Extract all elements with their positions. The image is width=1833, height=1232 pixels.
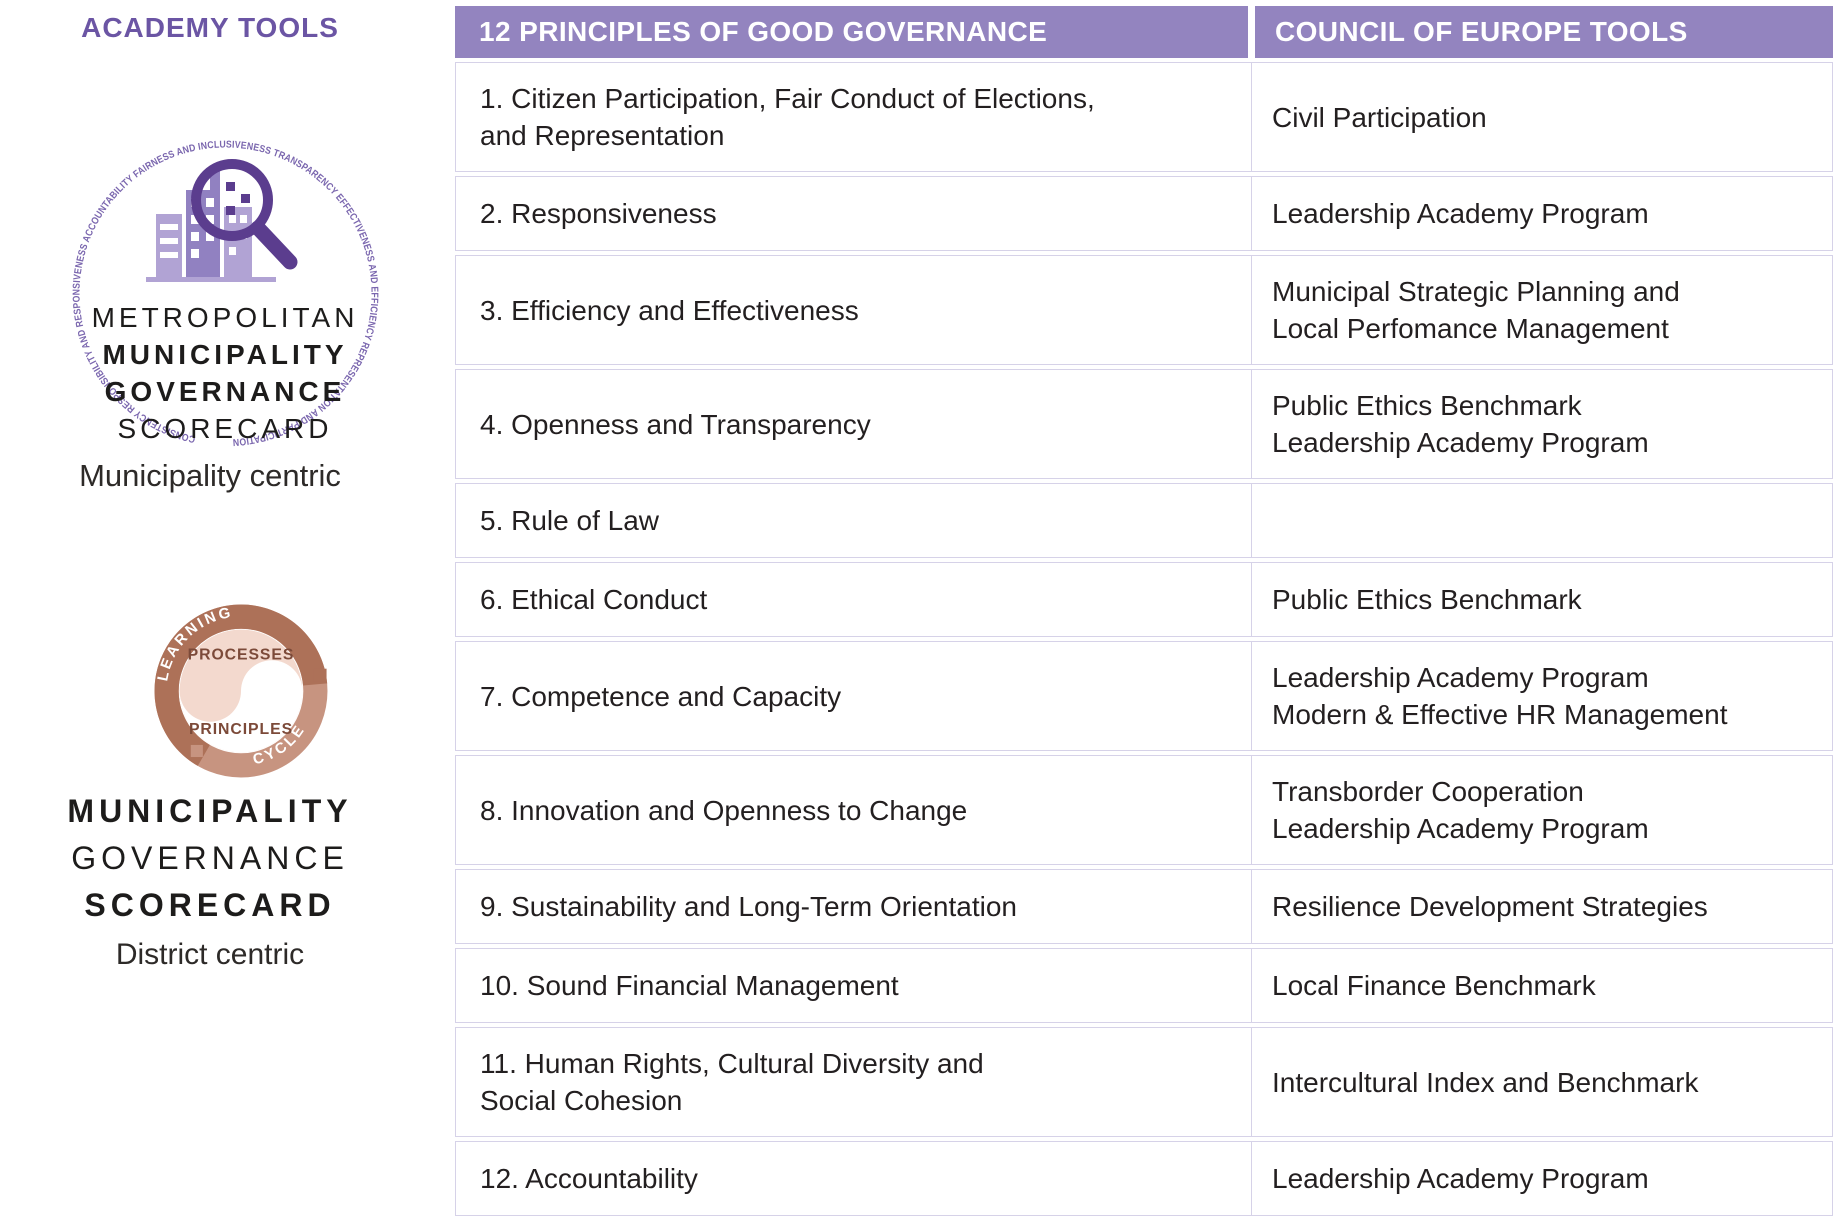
- principle-cell: 12. Accountability: [456, 1142, 1252, 1215]
- principle-cell: 11. Human Rights, Cultural Diversity and…: [456, 1028, 1252, 1136]
- wordmark-line: SCORECARD: [84, 887, 336, 923]
- tool-item: Intercultural Index and Benchmark: [1272, 1066, 1699, 1098]
- table-header-row: 12 PRINCIPLES OF GOOD GOVERNANCE COUNCIL…: [455, 6, 1833, 58]
- principle-cell: 6. Ethical Conduct: [456, 563, 1252, 636]
- header-coe-tools: COUNCIL OF EUROPE TOOLS: [1255, 6, 1833, 58]
- principle-text: 12. Accountability: [480, 1163, 698, 1194]
- magnifier-buildings-icon: [146, 159, 298, 282]
- principle-cell: 2. Responsiveness: [456, 177, 1252, 250]
- principle-cell: 5. Rule of Law: [456, 484, 1252, 557]
- table-row: 1. Citizen Participation, Fair Conduct o…: [455, 62, 1833, 172]
- processes-label: PROCESSES: [188, 646, 295, 663]
- wordmark-line: GOVERNANCE: [104, 376, 346, 407]
- principle-cell: 3. Efficiency and Effectiveness: [456, 256, 1252, 364]
- tools-cell: Public Ethics Benchmark Leadership Academ…: [1252, 370, 1832, 478]
- tools-cell: Leadership Academy Program: [1252, 177, 1832, 250]
- tool-item: Leadership Academy Program: [1272, 198, 1649, 229]
- wordmark-line: MUNICIPALITY: [102, 339, 348, 370]
- table-row: 4. Openness and Transparency Public Ethi…: [455, 369, 1833, 479]
- metropolitan-scorecard-wordmark: METROPOLITAN MUNICIPALITY GOVERNANCE SCO…: [30, 299, 420, 447]
- table-row: 11. Human Rights, Cultural Diversity and…: [455, 1027, 1833, 1137]
- tool-item: Public Ethics Benchmark: [1272, 584, 1582, 615]
- tools-cell: Leadership Academy Program: [1252, 1142, 1832, 1215]
- principle-text: 4. Openness and Transparency: [480, 408, 871, 440]
- tool-item: Leadership Academy Program: [1272, 662, 1649, 693]
- tool-item: Modern & Effective HR Management: [1272, 699, 1728, 730]
- principle-text: 11. Human Rights, Cultural Diversity and…: [480, 1048, 984, 1116]
- principle-text: 7. Competence and Capacity: [480, 680, 842, 712]
- principle-text: 6. Ethical Conduct: [480, 584, 708, 615]
- principle-text: 10. Sound Financial Management: [480, 970, 899, 1001]
- principle-text: 3. Efficiency and Effectiveness: [480, 294, 859, 326]
- table-row: 7. Competence and Capacity Leadership Ac…: [455, 641, 1833, 751]
- principle-text: 5. Rule of Law: [480, 505, 659, 536]
- principle-cell: 8. Innovation and Openness to Change: [456, 756, 1252, 864]
- tool-item: Leadership Academy Program: [1272, 813, 1649, 844]
- governance-table: 12 PRINCIPLES OF GOOD GOVERNANCE COUNCIL…: [455, 6, 1833, 1220]
- tools-cell: Civil Participation: [1252, 63, 1832, 171]
- table-row: 3. Efficiency and Effectiveness Municipa…: [455, 255, 1833, 365]
- principle-cell: 1. Citizen Participation, Fair Conduct o…: [456, 63, 1252, 171]
- table-row: 9. Sustainability and Long-Term Orientat…: [455, 869, 1833, 944]
- tools-cell: Local Finance Benchmark: [1252, 949, 1832, 1022]
- principles-ring-icon: CONSISTENCY RESPONSIBILITY AND RESPONSIV…: [71, 139, 379, 447]
- principle-cell: 4. Openness and Transparency: [456, 370, 1252, 478]
- table-row: 5. Rule of Law: [455, 483, 1833, 558]
- tools-cell: Public Ethics Benchmark: [1252, 563, 1832, 636]
- tool-item: Resilience Development Strategies: [1272, 891, 1708, 922]
- principle-text: 8. Innovation and Openness to Change: [480, 794, 968, 826]
- principle-text: 1. Citizen Participation, Fair Conduct o…: [480, 83, 1095, 151]
- wordmark-line: SCORECARD: [117, 413, 333, 444]
- tool-item: Public Ethics Benchmark: [1272, 390, 1582, 421]
- principle-cell: 10. Sound Financial Management: [456, 949, 1252, 1022]
- header-principles: 12 PRINCIPLES OF GOOD GOVERNANCE: [455, 6, 1248, 58]
- tools-cell: Municipal Strategic Planning and Local P…: [1252, 256, 1832, 364]
- principle-text: 9. Sustainability and Long-Term Orientat…: [480, 891, 1017, 922]
- table-row: 2. Responsiveness Leadership Academy Pro…: [455, 176, 1833, 251]
- table-body: 1. Citizen Participation, Fair Conduct o…: [455, 62, 1833, 1216]
- learning-cycle-logo: LEARNING CYCLE PROCESSES PRINCIPLES: [154, 604, 328, 778]
- tool-item: Leadership Academy Program: [1272, 427, 1649, 458]
- table-row: 10. Sound Financial Management Local Fin…: [455, 948, 1833, 1023]
- principles-label: PRINCIPLES: [189, 721, 293, 738]
- municipality-centric-caption: Municipality centric: [79, 458, 341, 493]
- tools-cell: Intercultural Index and Benchmark: [1252, 1028, 1832, 1136]
- table-row: 8. Innovation and Openness to Change Tra…: [455, 755, 1833, 865]
- wordmark-line: GOVERNANCE: [71, 840, 349, 876]
- wordmark-line: METROPOLITAN: [91, 302, 359, 333]
- principle-text: 2. Responsiveness: [480, 198, 717, 229]
- tools-cell: [1252, 484, 1832, 557]
- tools-cell: Resilience Development Strategies: [1252, 870, 1832, 943]
- tools-cell: Transborder Cooperation Leadership Academ…: [1252, 756, 1832, 864]
- tool-item: Leadership Academy Program: [1272, 1163, 1649, 1194]
- tool-item: Local Finance Benchmark: [1272, 970, 1596, 1001]
- tool-item: Municipal Strategic Planning and Local P…: [1272, 276, 1680, 344]
- tool-item: Civil Participation: [1272, 101, 1487, 133]
- tool-item: Transborder Cooperation: [1272, 776, 1584, 807]
- tools-cell: Leadership Academy Program Modern & Effec…: [1252, 642, 1832, 750]
- principle-cell: 9. Sustainability and Long-Term Orientat…: [456, 870, 1252, 943]
- wordmark-line: MUNICIPALITY: [67, 793, 353, 829]
- district-centric-caption: District centric: [115, 938, 305, 971]
- table-row: 6. Ethical Conduct Public Ethics Benchma…: [455, 562, 1833, 637]
- principle-cell: 7. Competence and Capacity: [456, 642, 1252, 750]
- municipality-scorecard-wordmark: MUNICIPALITY GOVERNANCE SCORECARD: [0, 788, 420, 929]
- academy-tools-title: ACADEMY TOOLS: [81, 12, 339, 43]
- table-row: 12. Accountability Leadership Academy Pr…: [455, 1141, 1833, 1216]
